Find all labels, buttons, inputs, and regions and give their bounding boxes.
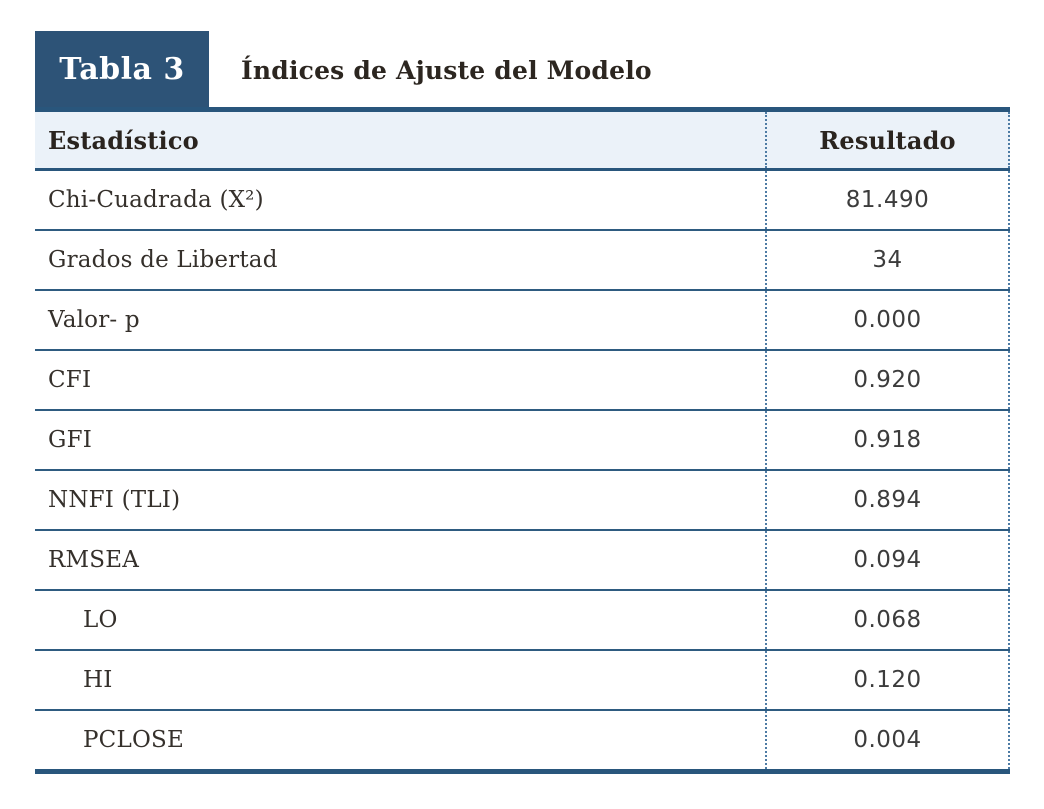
table-number-tab: Tabla 3 [35,31,209,107]
table-row: LO 0.068 [35,591,1010,651]
table-row: PCLOSE 0.004 [35,711,1010,774]
table-row: Chi-Cuadrada (X²) 81.490 [35,171,1010,231]
column-header-resultado: Resultado [765,112,1010,168]
row-label: GFI [48,427,93,453]
row-label: Grados de Libertad [48,247,278,273]
row-value: 0.000 [765,291,1010,349]
row-label: LO [83,607,118,633]
column-header-estadistico: Estadístico [48,125,199,155]
table-row: Valor- p 0.000 [35,291,1010,351]
table-title: Índices de Ajuste del Modelo [241,56,652,85]
row-value: 0.920 [765,351,1010,409]
row-value: 0.120 [765,651,1010,709]
row-value: 0.894 [765,471,1010,529]
row-label: Chi-Cuadrada (X²) [48,187,264,213]
row-label: RMSEA [48,547,140,573]
table-row: HI 0.120 [35,651,1010,711]
row-label: CFI [48,367,92,393]
row-label: PCLOSE [83,727,184,753]
table-row: RMSEA 0.094 [35,531,1010,591]
table-row: NNFI (TLI) 0.894 [35,471,1010,531]
row-value: 0.918 [765,411,1010,469]
row-label: NNFI (TLI) [48,487,181,513]
row-label: Valor- p [48,307,140,333]
table-header-row: Estadístico Resultado [35,112,1010,171]
row-label: HI [83,667,113,693]
table-number-label: Tabla 3 [59,51,185,87]
row-value: 0.004 [765,711,1010,769]
row-value: 34 [765,231,1010,289]
row-value: 81.490 [765,171,1010,229]
fit-indices-table: Estadístico Resultado Chi-Cuadrada (X²) … [35,107,1010,774]
row-value: 0.068 [765,591,1010,649]
table-row: CFI 0.920 [35,351,1010,411]
row-value: 0.094 [765,531,1010,589]
table-row: GFI 0.918 [35,411,1010,471]
table-row: Grados de Libertad 34 [35,231,1010,291]
